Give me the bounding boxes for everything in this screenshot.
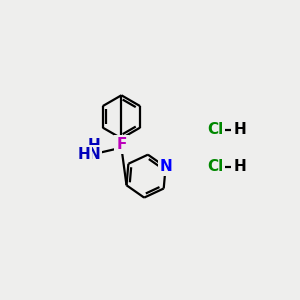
Text: H: H	[234, 159, 247, 174]
Text: H: H	[77, 147, 90, 162]
Text: N: N	[87, 147, 100, 162]
Text: H: H	[87, 138, 100, 153]
Text: H: H	[234, 122, 247, 137]
Text: F: F	[116, 137, 127, 152]
Text: N: N	[160, 159, 173, 174]
Text: Cl: Cl	[208, 122, 224, 137]
Text: Cl: Cl	[208, 159, 224, 174]
